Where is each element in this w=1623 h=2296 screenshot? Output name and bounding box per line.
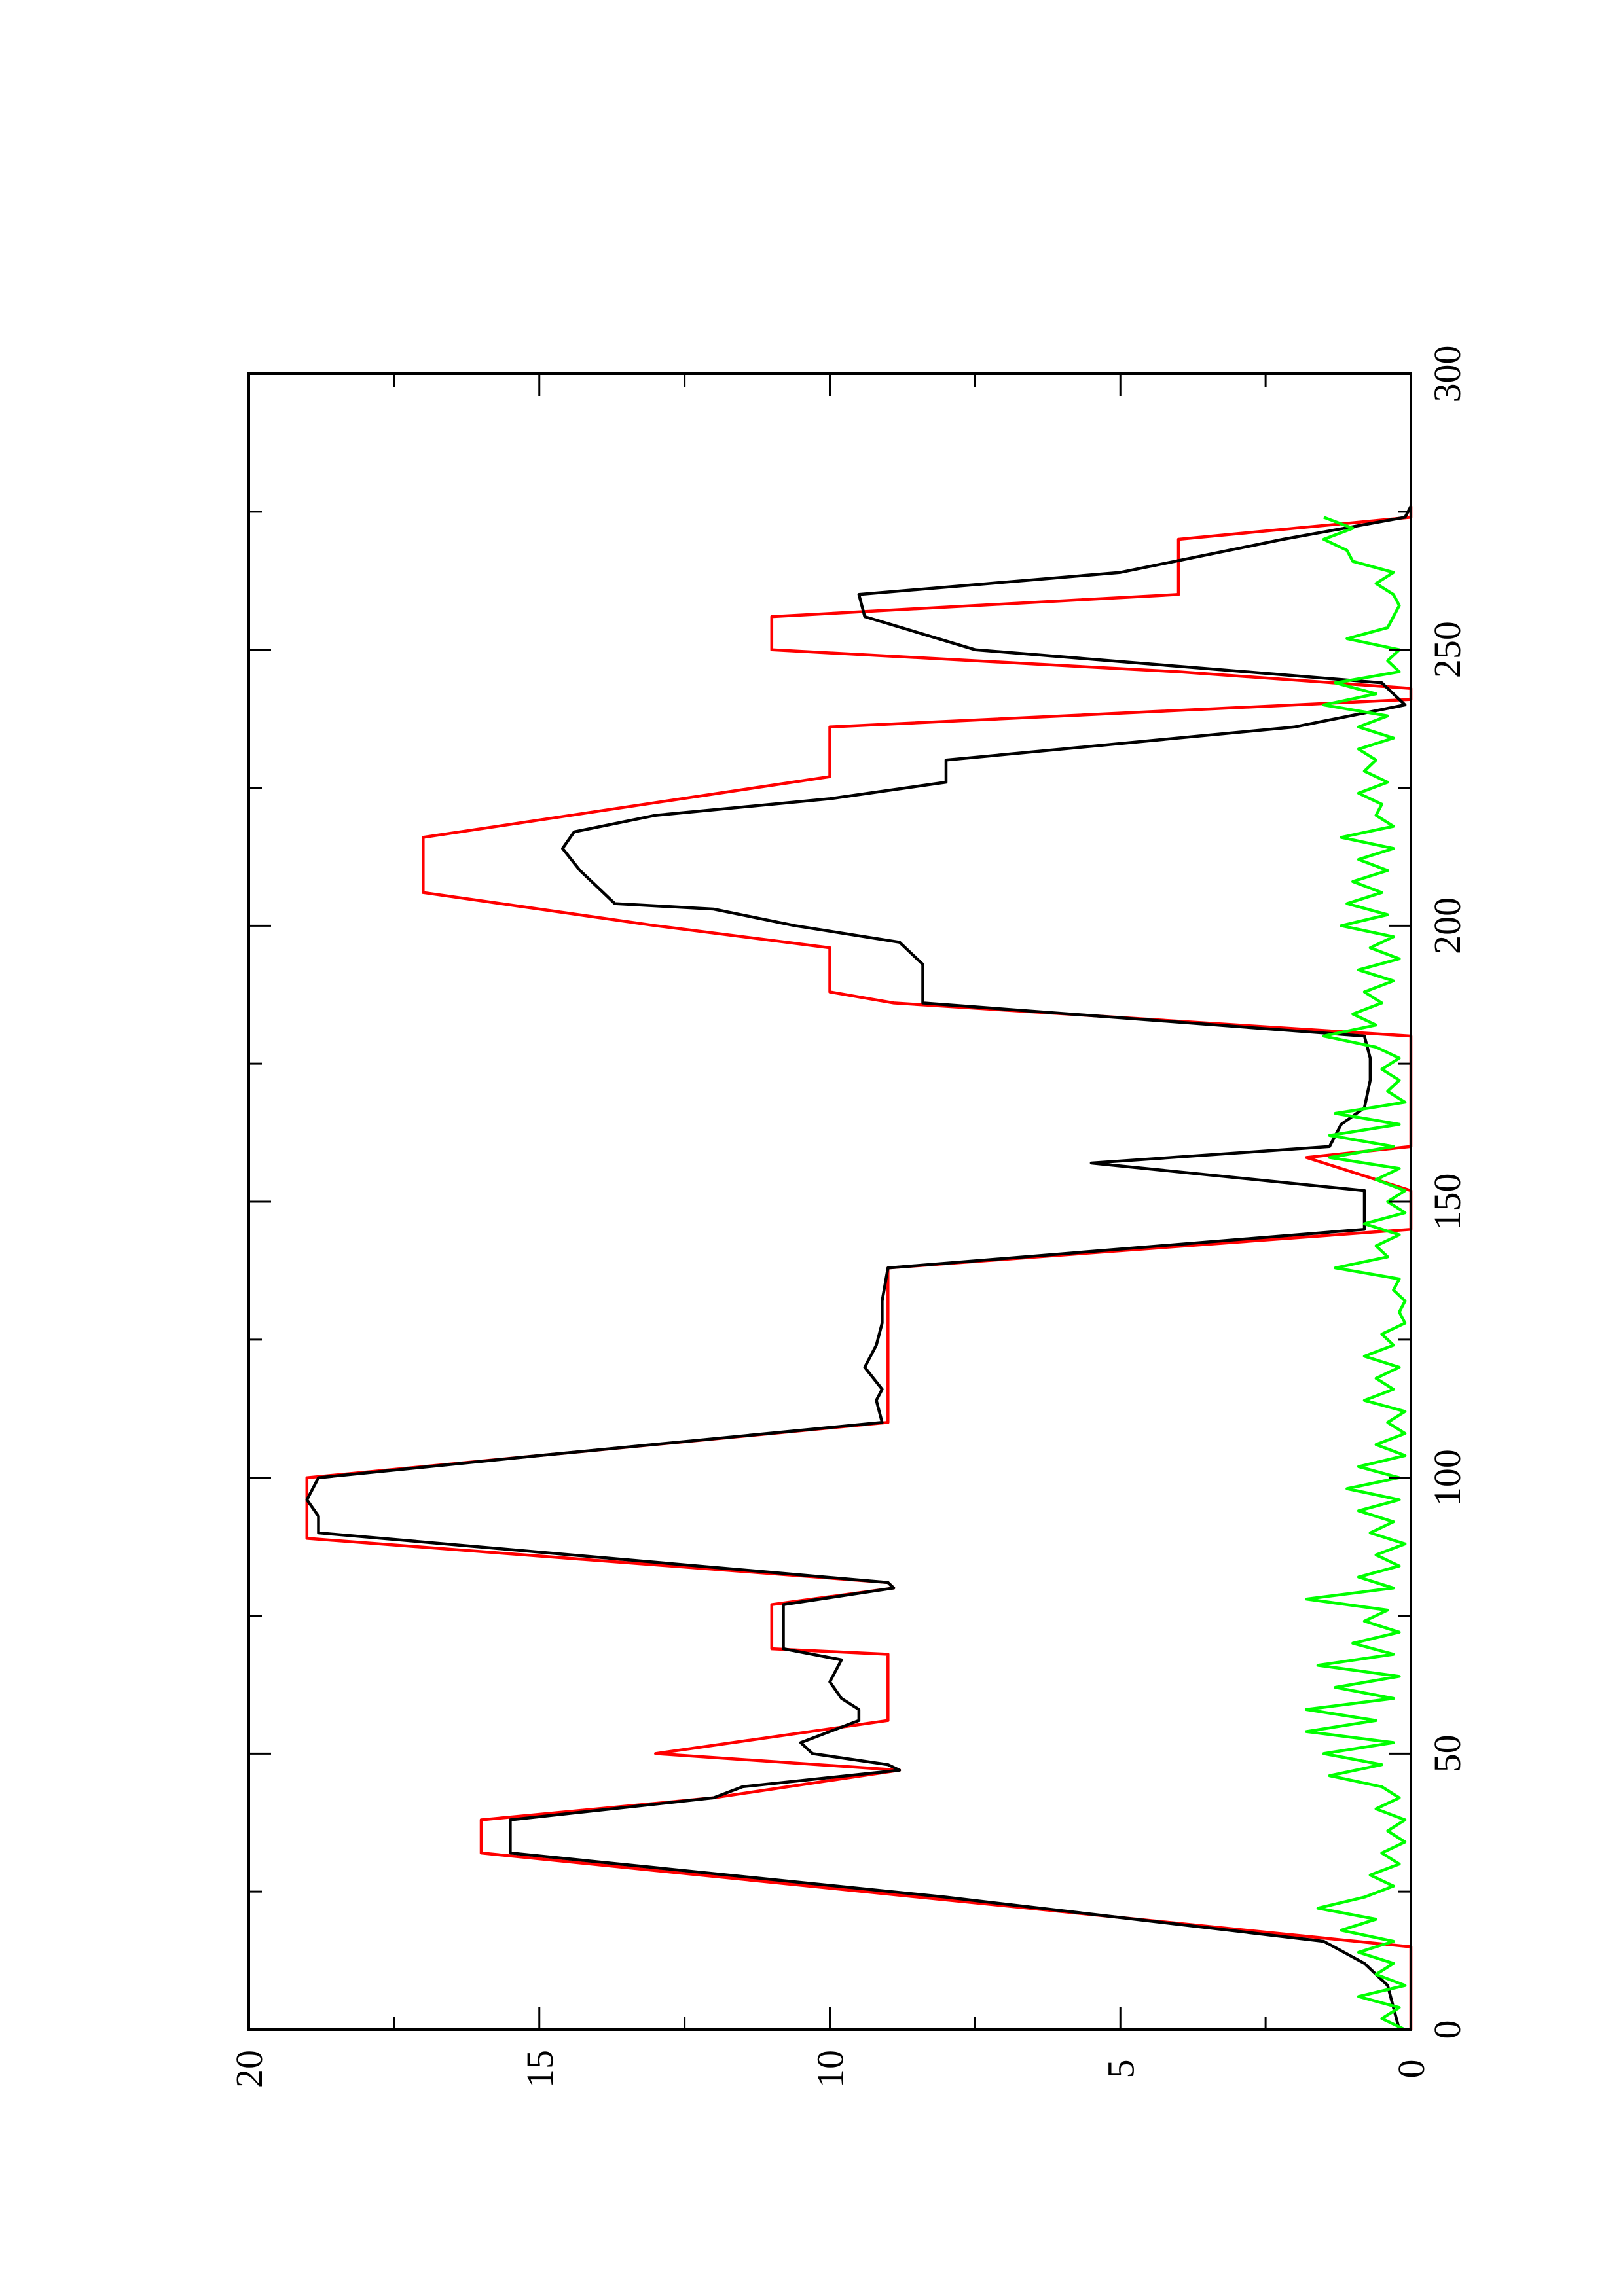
y-tick-label: 5 bbox=[1099, 2060, 1142, 2079]
x-tick-label: 300 bbox=[1426, 346, 1468, 403]
x-tick-label: 150 bbox=[1426, 1174, 1468, 1230]
x-tick-label: 250 bbox=[1426, 621, 1468, 678]
y-tick-label: 20 bbox=[228, 2050, 270, 2088]
label-layer: 0 50 100 150 200 250 300 0 5 10 15 20 bbox=[228, 346, 1468, 2089]
x-tick-label: 50 bbox=[1426, 1734, 1468, 1772]
y-tick-label: 0 bbox=[1390, 2060, 1432, 2079]
y-tick-label: 10 bbox=[809, 2050, 852, 2088]
series-line-3 bbox=[1305, 516, 1407, 2032]
x-tick-label: 100 bbox=[1426, 1449, 1468, 1506]
y-tick-label: 15 bbox=[519, 2050, 561, 2088]
series-line-2 bbox=[305, 505, 1412, 2030]
x-tick-label: 0 bbox=[1426, 2020, 1468, 2039]
series-layer bbox=[305, 505, 1413, 2032]
x-tick-label: 200 bbox=[1426, 897, 1468, 954]
series-line-1 bbox=[305, 506, 1413, 2030]
tick-layer bbox=[247, 372, 1412, 2031]
